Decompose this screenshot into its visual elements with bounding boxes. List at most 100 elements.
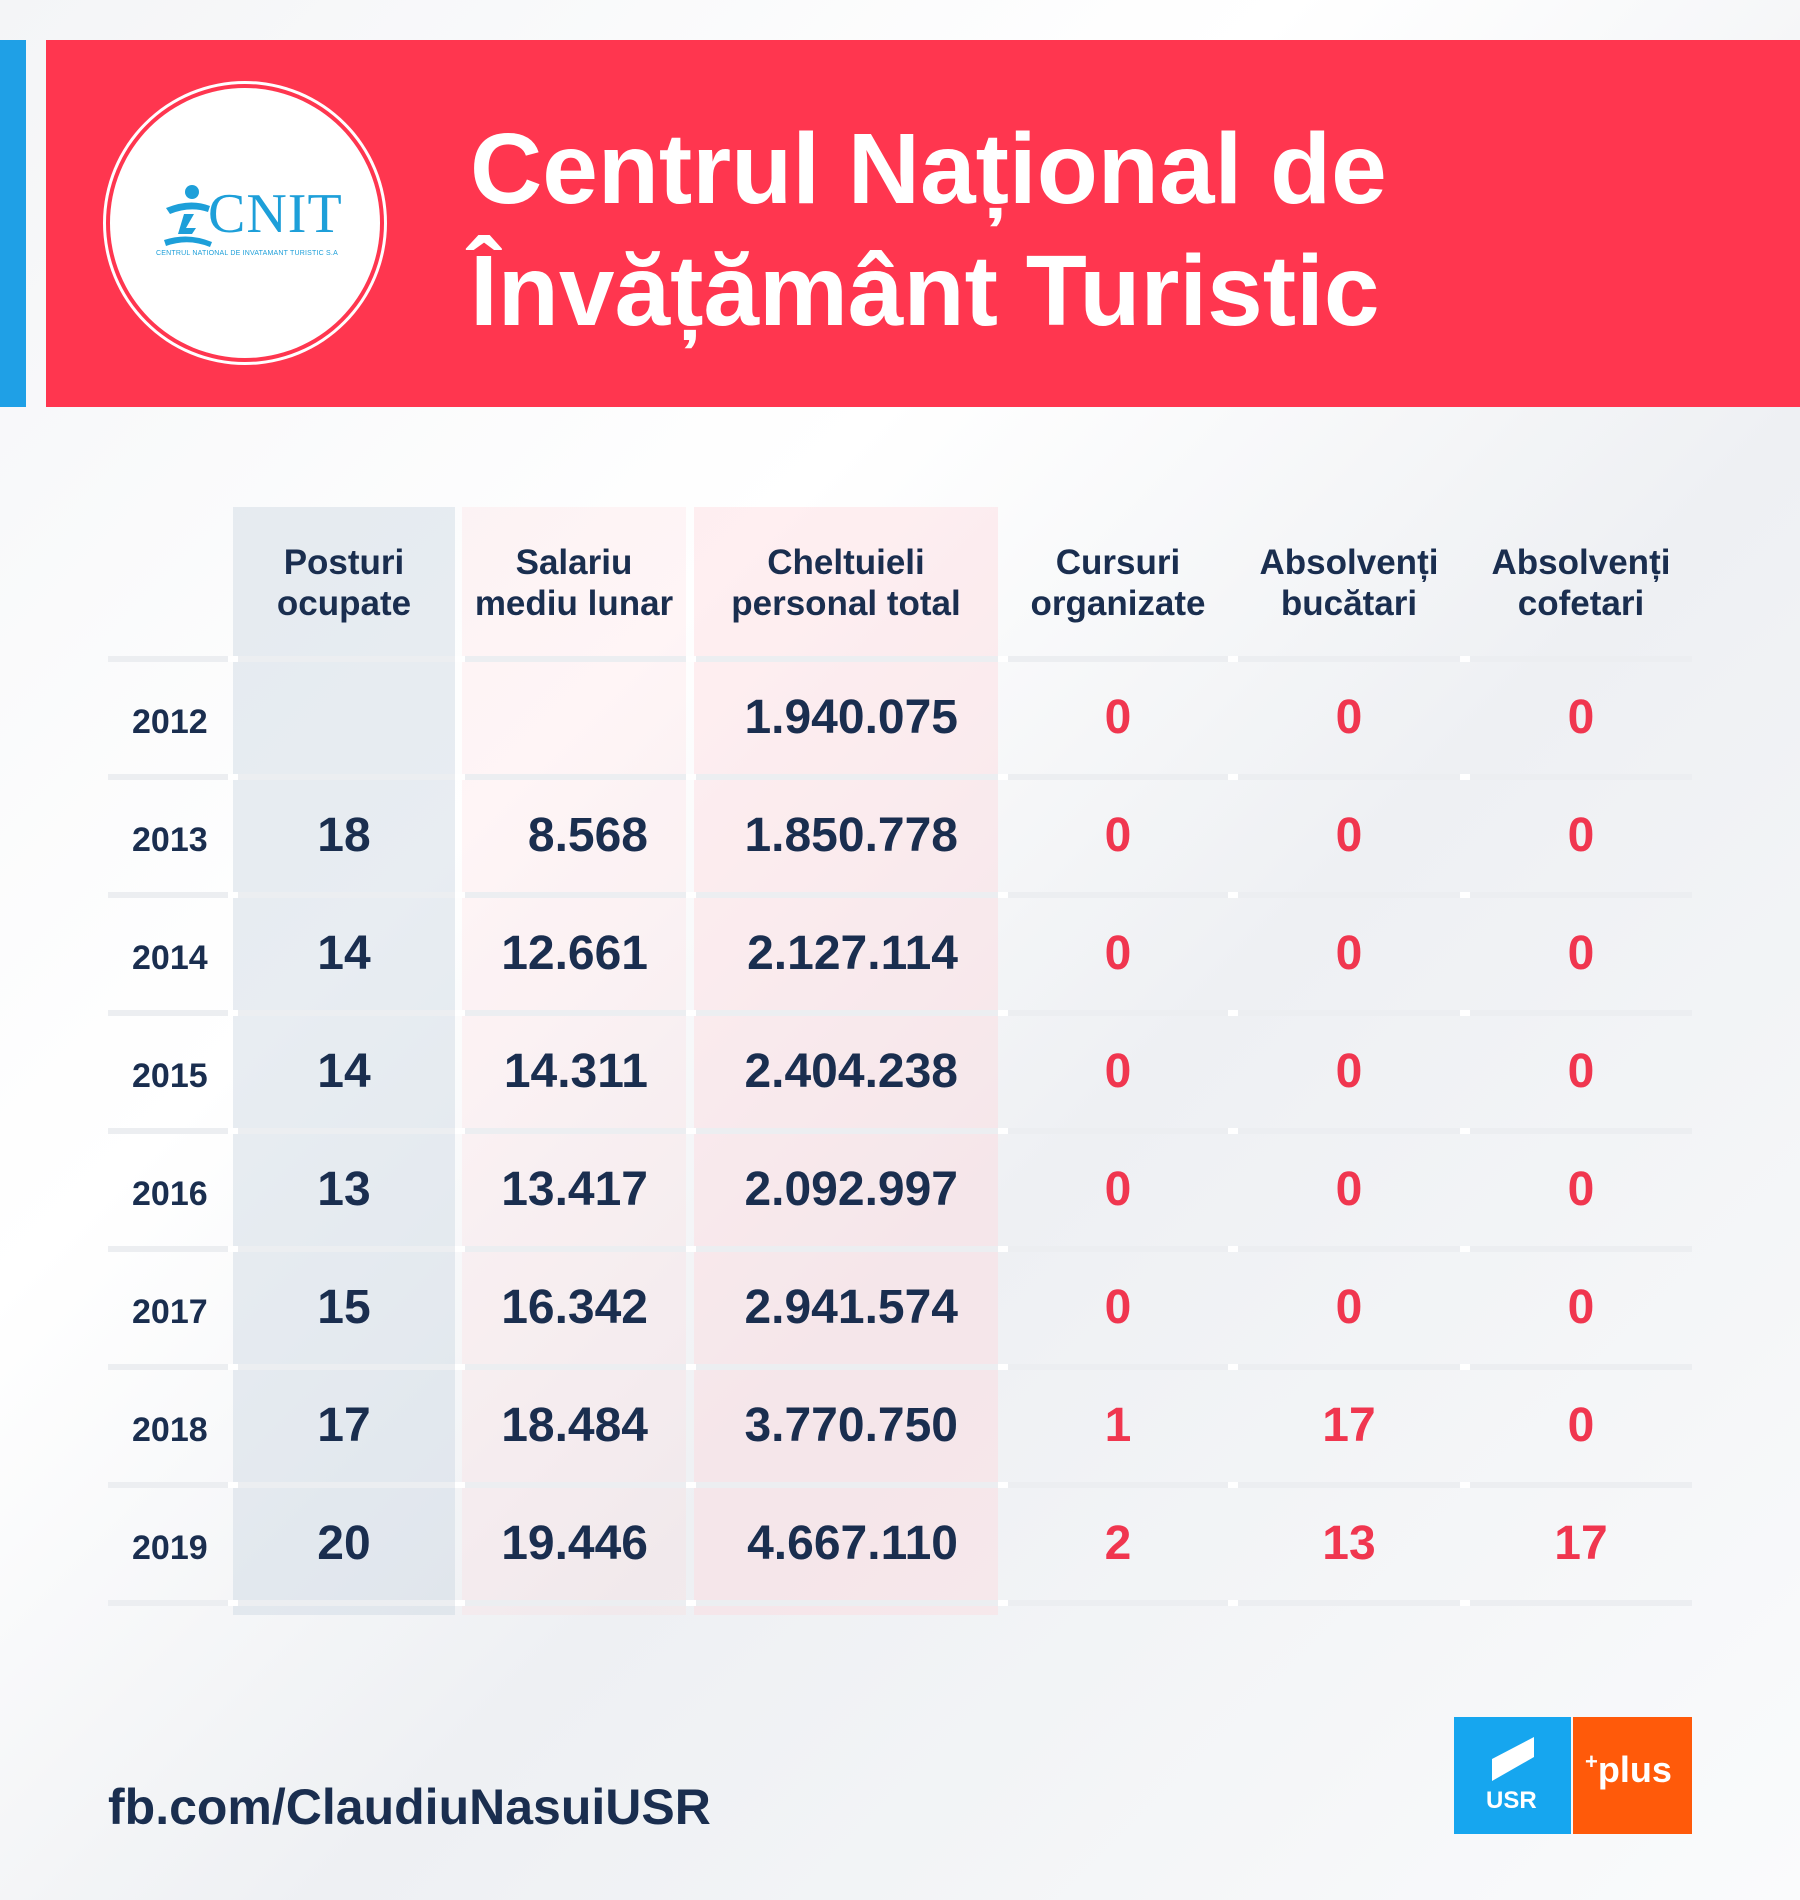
- column-highlight-cheltuieli: [694, 507, 998, 1615]
- cell-cursuri: 0: [1104, 809, 1132, 862]
- row-divider-gap: [1460, 892, 1470, 898]
- row-divider-gap: [686, 892, 696, 898]
- cell-posturi: 14: [317, 927, 371, 980]
- row-divider-gap: [455, 892, 465, 898]
- page-title: Centrul Național de Învățământ Turistic: [470, 108, 1387, 352]
- row-divider-gap: [455, 1364, 465, 1370]
- row-divider-gap: [1228, 1600, 1238, 1606]
- row-divider-gap: [1460, 1364, 1470, 1370]
- row-divider: [108, 1128, 1692, 1134]
- row-divider-gap: [228, 1364, 238, 1370]
- plus-label: +plus: [1585, 1749, 1672, 1790]
- row-divider-gap: [686, 1010, 696, 1016]
- row-divider-gap: [686, 1246, 696, 1252]
- column-header-cursuri: Cursuri organizate: [1030, 543, 1206, 623]
- row-year: 2019: [132, 1529, 208, 1567]
- row-divider-gap: [1460, 1600, 1470, 1606]
- row-divider-gap: [1228, 1482, 1238, 1488]
- cell-bucatari: 0: [1335, 809, 1363, 862]
- row-divider-gap: [228, 1128, 238, 1134]
- column-header-bucatari: Absolvenți bucătari: [1259, 543, 1439, 623]
- row-divider-gap: [455, 774, 465, 780]
- cell-cursuri: 0: [1104, 1045, 1132, 1098]
- title-line-1: Centrul Național de: [470, 113, 1387, 225]
- cell-bucatari: 0: [1335, 1163, 1363, 1216]
- row-divider: [108, 1364, 1692, 1370]
- cell-posturi: 14: [317, 1045, 371, 1098]
- row-divider-gap: [1460, 1128, 1470, 1134]
- usr-logo-mark: [1492, 1737, 1534, 1781]
- row-divider-gap: [1228, 1246, 1238, 1252]
- cell-cheltuieli: 2.092.997: [744, 1163, 958, 1216]
- row-year: 2015: [132, 1057, 208, 1095]
- cell-cofetari: 0: [1567, 927, 1595, 980]
- row-divider-gap: [998, 774, 1008, 780]
- row-divider-gap: [998, 1482, 1008, 1488]
- cell-cofetari: 0: [1567, 691, 1595, 744]
- row-divider-gap: [455, 1482, 465, 1488]
- row-divider-gap: [686, 1600, 696, 1606]
- row-year: 2014: [132, 939, 208, 977]
- column-header-cheltuieli: Cheltuieli personal total: [731, 543, 961, 623]
- cell-cofetari: 0: [1567, 1163, 1595, 1216]
- cell-cursuri: 1: [1104, 1399, 1132, 1452]
- row-divider-gap: [998, 1364, 1008, 1370]
- row-divider: [108, 1010, 1692, 1016]
- row-divider-gap: [1460, 1482, 1470, 1488]
- column-highlight-posturi: [233, 507, 455, 1615]
- cell-bucatari: 0: [1335, 1045, 1363, 1098]
- row-divider-gap: [1228, 892, 1238, 898]
- row-divider-gap: [998, 1246, 1008, 1252]
- row-divider-gap: [228, 1482, 238, 1488]
- row-year: 2016: [132, 1175, 208, 1213]
- row-divider-gap: [686, 1482, 696, 1488]
- row-divider-gap: [228, 1246, 238, 1252]
- cell-cheltuieli: 2.941.574: [744, 1281, 958, 1334]
- cell-cheltuieli: 2.127.114: [747, 927, 958, 980]
- cell-salariu: 14.311: [503, 1045, 648, 1098]
- row-divider: [108, 1246, 1692, 1252]
- row-divider-gap: [686, 774, 696, 780]
- row-divider-gap: [228, 656, 238, 662]
- row-divider-gap: [1460, 656, 1470, 662]
- cell-posturi: 18: [317, 809, 371, 862]
- cell-cofetari: 0: [1567, 1045, 1595, 1098]
- cell-cheltuieli: 4.667.110: [747, 1517, 958, 1570]
- cell-salariu: 16.342: [501, 1281, 648, 1334]
- row-divider-gap: [998, 1600, 1008, 1606]
- column-header-salariu: Salariu mediu lunar: [474, 543, 674, 623]
- cell-bucatari: 0: [1335, 1281, 1363, 1334]
- row-divider-gap: [998, 1128, 1008, 1134]
- row-divider-gap: [228, 774, 238, 780]
- cell-cursuri: 0: [1104, 927, 1132, 980]
- usr-label: USR: [1486, 1787, 1537, 1814]
- cell-cursuri: 2: [1104, 1517, 1132, 1570]
- facebook-link[interactable]: fb.com/ClaudiuNasuiUSR: [108, 1779, 711, 1835]
- row-divider-gap: [1228, 1010, 1238, 1016]
- cell-bucatari: 0: [1335, 691, 1363, 744]
- cell-cofetari: 0: [1567, 809, 1595, 862]
- row-divider: [108, 1600, 1692, 1606]
- row-divider: [108, 1482, 1692, 1488]
- cell-cheltuieli: 3.770.750: [744, 1399, 958, 1452]
- row-divider-gap: [1228, 1128, 1238, 1134]
- row-divider-gap: [1228, 656, 1238, 662]
- cell-posturi: 13: [317, 1163, 371, 1216]
- cell-salariu: 12.661: [501, 927, 648, 980]
- row-divider-gap: [1228, 774, 1238, 780]
- cell-cheltuieli: 1.850.778: [744, 809, 958, 862]
- row-divider-gap: [228, 892, 238, 898]
- row-divider-gap: [455, 1128, 465, 1134]
- row-divider-gap: [686, 1364, 696, 1370]
- cell-bucatari: 0: [1335, 927, 1363, 980]
- row-divider-gap: [228, 1600, 238, 1606]
- row-divider-gap: [1460, 1010, 1470, 1016]
- row-divider-gap: [1460, 774, 1470, 780]
- cell-posturi: 15: [317, 1281, 371, 1334]
- row-divider-gap: [998, 656, 1008, 662]
- cnit-logo-subtext: CENTRUL NATIONAL DE INVATAMANT TURISTIC …: [156, 250, 338, 257]
- cell-posturi: 20: [317, 1517, 371, 1570]
- cell-salariu: 13.417: [501, 1163, 648, 1216]
- row-divider-gap: [455, 1246, 465, 1252]
- row-divider-gap: [455, 1010, 465, 1016]
